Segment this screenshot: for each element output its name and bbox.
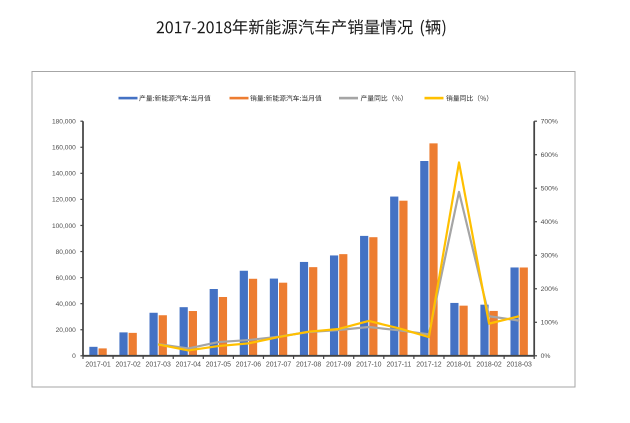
svg-text:700%: 700% [541, 119, 558, 126]
svg-text:2017-09: 2017-09 [326, 362, 351, 369]
svg-text:2017-02: 2017-02 [115, 362, 140, 369]
svg-text:100%: 100% [541, 320, 558, 327]
svg-text:20,000: 20,000 [56, 327, 77, 334]
svg-text:2017-06: 2017-06 [236, 362, 261, 369]
svg-text:200%: 200% [541, 286, 558, 293]
svg-text:2017-12: 2017-12 [416, 362, 441, 369]
svg-text:120,000: 120,000 [52, 197, 76, 204]
svg-text:160,000: 160,000 [52, 145, 76, 152]
svg-text:140,000: 140,000 [52, 171, 76, 178]
svg-text:2017-07: 2017-07 [266, 362, 291, 369]
svg-text:2017-11: 2017-11 [386, 362, 411, 369]
svg-text:2017-04: 2017-04 [176, 362, 201, 369]
svg-text:100,000: 100,000 [52, 223, 76, 230]
svg-text:180,000: 180,000 [52, 119, 76, 126]
svg-text:300%: 300% [541, 253, 558, 260]
svg-text:2017-10: 2017-10 [356, 362, 381, 369]
svg-text:80,000: 80,000 [56, 249, 77, 256]
svg-text:2017-03: 2017-03 [146, 362, 171, 369]
svg-text:2017-01: 2017-01 [85, 362, 110, 369]
svg-text:2018-02: 2018-02 [476, 362, 501, 369]
svg-text:60,000: 60,000 [56, 275, 77, 282]
svg-text:0: 0 [72, 353, 76, 360]
svg-text:0%: 0% [541, 353, 551, 360]
svg-text:600%: 600% [541, 152, 558, 159]
svg-text:40,000: 40,000 [56, 301, 77, 308]
svg-text:400%: 400% [541, 219, 558, 226]
svg-text:2018-03: 2018-03 [507, 362, 532, 369]
svg-text:2018-01: 2018-01 [446, 362, 471, 369]
svg-text:2017-08: 2017-08 [296, 362, 321, 369]
svg-text:2017-05: 2017-05 [206, 362, 231, 369]
svg-text:500%: 500% [541, 186, 558, 193]
